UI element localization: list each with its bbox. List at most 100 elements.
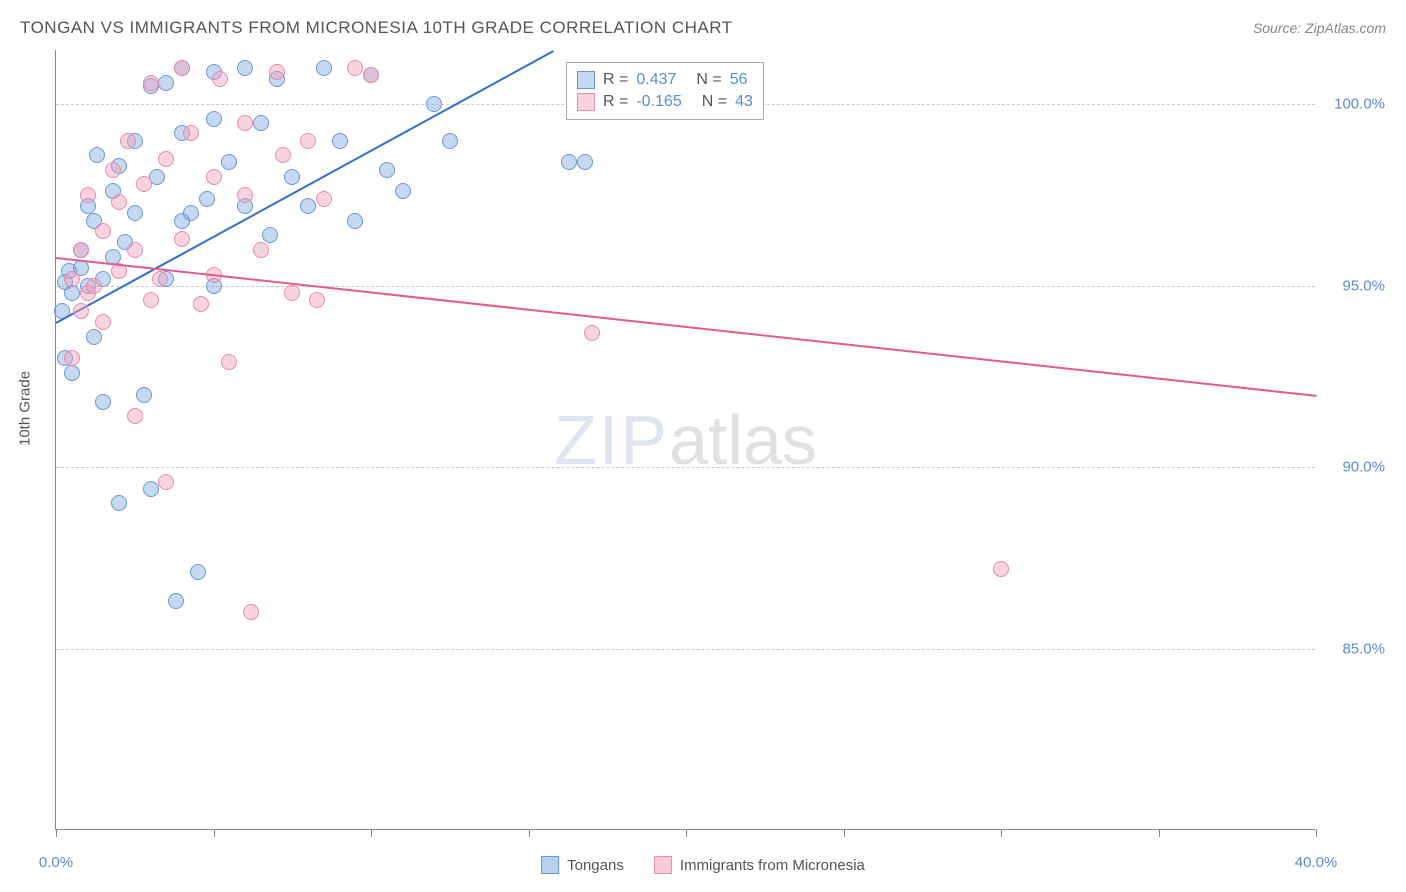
data-point [309, 292, 325, 308]
x-tick [686, 829, 687, 837]
data-point [284, 169, 300, 185]
data-point [80, 187, 96, 203]
data-point [993, 561, 1009, 577]
stats-n-value: 43 [735, 93, 753, 111]
data-point [584, 325, 600, 341]
data-point [95, 314, 111, 330]
data-point [158, 75, 174, 91]
data-point [426, 96, 442, 112]
data-point [300, 133, 316, 149]
correlation-chart: TONGAN VS IMMIGRANTS FROM MICRONESIA 10T… [0, 0, 1406, 892]
bottom-legend: Tongans Immigrants from Micronesia [541, 856, 865, 874]
data-point [363, 67, 379, 83]
y-tick-label: 90.0% [1342, 459, 1385, 476]
stats-r-value: -0.165 [636, 93, 681, 111]
data-point [105, 162, 121, 178]
legend-label: Immigrants from Micronesia [680, 857, 865, 874]
data-point [300, 198, 316, 214]
data-point [221, 154, 237, 170]
stats-row: R = -0.165 N = 43 [577, 91, 753, 113]
data-point [64, 350, 80, 366]
data-point [237, 60, 253, 76]
data-point [275, 147, 291, 163]
stats-r-value: 0.437 [636, 71, 676, 89]
x-tick [214, 829, 215, 837]
data-point [183, 125, 199, 141]
x-tick-label: 0.0% [39, 854, 73, 871]
data-point [168, 593, 184, 609]
data-point [212, 71, 228, 87]
data-point [111, 194, 127, 210]
data-point [253, 242, 269, 258]
data-point [332, 133, 348, 149]
x-tick [529, 829, 530, 837]
data-point [442, 133, 458, 149]
data-point [136, 387, 152, 403]
data-point [86, 329, 102, 345]
stats-row: R = 0.437 N = 56 [577, 69, 753, 91]
data-point [143, 75, 159, 91]
data-point [561, 154, 577, 170]
data-point [120, 133, 136, 149]
data-point [86, 278, 102, 294]
y-axis-label: 10th Grade [17, 371, 34, 446]
data-point [174, 60, 190, 76]
data-point [64, 271, 80, 287]
data-point [152, 271, 168, 287]
x-tick [1316, 829, 1317, 837]
data-point [269, 64, 285, 80]
data-point [206, 169, 222, 185]
data-point [577, 154, 593, 170]
stats-r-label: R = [603, 93, 628, 111]
x-tick [1001, 829, 1002, 837]
x-tick [56, 829, 57, 837]
legend-item: Tongans [541, 856, 624, 874]
data-point [111, 495, 127, 511]
data-point [347, 60, 363, 76]
data-point [64, 365, 80, 381]
stats-r-label: R = [603, 71, 628, 89]
source-label: Source: ZipAtlas.com [1253, 20, 1386, 36]
stats-swatch [577, 71, 595, 89]
x-tick [844, 829, 845, 837]
y-tick-label: 85.0% [1342, 640, 1385, 657]
y-tick-label: 95.0% [1342, 277, 1385, 294]
data-point [183, 205, 199, 221]
stats-box: R = 0.437 N = 56 R = -0.165 N = 43 [566, 62, 764, 120]
legend-swatch [541, 856, 559, 874]
data-point [221, 354, 237, 370]
title-bar: TONGAN VS IMMIGRANTS FROM MICRONESIA 10T… [20, 18, 1386, 38]
stats-n-value: 56 [730, 71, 748, 89]
data-point [190, 564, 206, 580]
data-point [73, 242, 89, 258]
data-point [199, 191, 215, 207]
data-point [379, 162, 395, 178]
stats-n-label: N = [696, 71, 721, 89]
data-point [284, 285, 300, 301]
data-point [95, 394, 111, 410]
data-point [73, 303, 89, 319]
data-point [95, 223, 111, 239]
data-point [243, 604, 259, 620]
data-point [127, 242, 143, 258]
data-point [89, 147, 105, 163]
data-point [127, 408, 143, 424]
data-point [237, 187, 253, 203]
data-point [64, 285, 80, 301]
data-point [136, 176, 152, 192]
gridline [56, 467, 1315, 468]
stats-n-label: N = [702, 93, 727, 111]
data-point [143, 292, 159, 308]
data-point [253, 115, 269, 131]
data-point [127, 205, 143, 221]
data-point [237, 115, 253, 131]
data-point [143, 481, 159, 497]
x-tick [371, 829, 372, 837]
legend-item: Immigrants from Micronesia [654, 856, 865, 874]
data-point [316, 60, 332, 76]
x-tick [1159, 829, 1160, 837]
plot-area: ZIPatlas 85.0%90.0%95.0%100.0%0.0%40.0%R… [55, 50, 1315, 830]
trend-line [56, 50, 555, 324]
x-tick-label: 40.0% [1295, 854, 1338, 871]
legend-swatch [654, 856, 672, 874]
